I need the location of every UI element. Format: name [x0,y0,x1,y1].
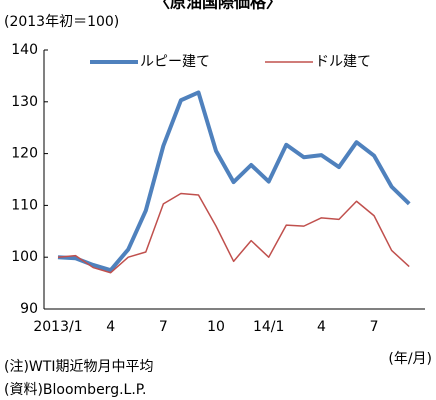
source: (資料)Bloomberg.L.P. [4,382,147,398]
x-tick-label: 4 [317,319,326,335]
x-tick-label: 10 [207,319,225,335]
y-tick-label: 90 [20,301,38,317]
x-tick-label: 2013/1 [33,319,82,335]
legend-label: ルピー建て [140,54,210,70]
y-tick-label: 100 [11,249,38,265]
y-tick-label: 120 [11,146,38,162]
note: (注)WTI期近物月中平均 [4,359,153,375]
series-line [57,90,411,273]
y-tick-label: 140 [11,42,38,58]
subtitle: (2013年初＝100) [4,13,119,30]
legend-label: ドル建て [315,54,371,70]
x-tick-label: 7 [159,319,168,335]
y-tick-label: 130 [11,94,38,110]
x-tick-label: 14/1 [253,319,284,335]
y-tick-label: 110 [11,197,38,213]
chart-title: 〈原油国際価格〉 [154,0,282,12]
x-tick-label: 4 [106,319,115,335]
x-tick-label: 7 [370,319,379,335]
x-axis-label: (年/月) [388,351,432,367]
series-line [57,192,410,274]
